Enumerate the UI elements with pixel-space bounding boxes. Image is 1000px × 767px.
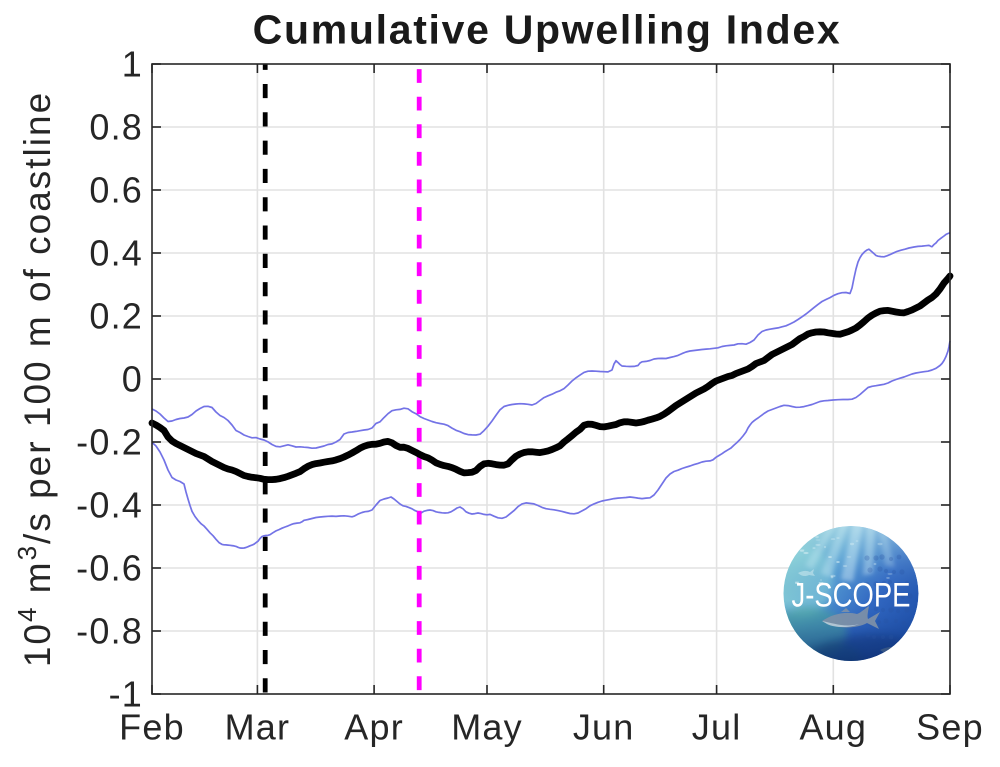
svg-text:0.8: 0.8 xyxy=(89,107,143,148)
svg-text:Sep: Sep xyxy=(916,707,984,748)
svg-text:J-SCOPE: J-SCOPE xyxy=(792,577,911,615)
svg-text:Jun: Jun xyxy=(573,707,635,748)
svg-text:Feb: Feb xyxy=(119,707,185,748)
svg-text:Mar: Mar xyxy=(225,707,291,748)
svg-text:-1: -1 xyxy=(109,674,143,715)
svg-text:0.4: 0.4 xyxy=(89,233,143,274)
svg-text:Apr: Apr xyxy=(344,707,404,748)
svg-text:Aug: Aug xyxy=(799,707,867,748)
svg-text:0.2: 0.2 xyxy=(89,296,143,337)
svg-text:-0.4: -0.4 xyxy=(76,485,143,526)
svg-text:1: 1 xyxy=(122,44,143,85)
svg-text:-0.6: -0.6 xyxy=(76,548,143,589)
svg-text:Cumulative Upwelling Index: Cumulative Upwelling Index xyxy=(253,7,842,53)
svg-text:May: May xyxy=(451,707,523,748)
svg-text:0.6: 0.6 xyxy=(89,170,143,211)
svg-text:Jul: Jul xyxy=(692,707,742,748)
svg-text:104 m3/s per 100 m of coastlin: 104 m3/s per 100 m of coastline xyxy=(12,91,58,667)
svg-text:0: 0 xyxy=(122,359,143,400)
svg-text:-0.8: -0.8 xyxy=(76,611,143,652)
svg-text:-0.2: -0.2 xyxy=(76,422,143,463)
